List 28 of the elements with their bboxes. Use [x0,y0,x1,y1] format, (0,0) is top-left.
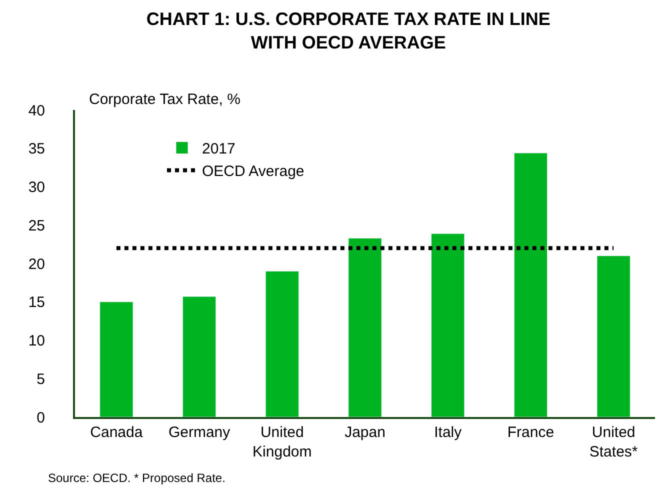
bar [431,233,465,417]
y-tick-label: 5 [36,370,45,388]
bar [182,296,216,417]
y-axis-title: Corporate Tax Rate, % [89,91,240,108]
x-tick-label: Canada [90,424,144,441]
y-tick-label: 0 [36,409,45,426]
x-tick-label: United Kingdom [252,424,312,460]
y-tick-label: 30 [28,179,45,196]
y-tick-label: 25 [28,217,45,234]
y-tick-label: 40 [28,102,45,120]
x-tick-label: France [507,424,554,441]
legend-label: OECD Average [202,163,304,180]
chart-title: CHART 1: U.S. CORPORATE TAX RATE IN LINE WITH OECD AVERAGE [146,8,550,52]
y-tick-label: 10 [28,332,45,350]
bar [348,238,382,417]
bar [596,256,630,417]
y-tick-label: 20 [28,256,45,273]
y-tick-label: 35 [28,140,45,158]
source-note: Source: OECD. * Proposed Rate. [48,471,226,485]
x-tick-label: Italy [434,424,462,441]
x-tick-label: Japan [344,424,386,441]
y-tick-label: 15 [28,294,45,312]
bar [265,270,299,417]
bar [514,152,548,417]
x-tick-label: Germany [168,424,231,441]
x-tick-label: United States* [589,424,638,460]
legend-label: 2017 [202,140,236,158]
bar [100,302,134,417]
